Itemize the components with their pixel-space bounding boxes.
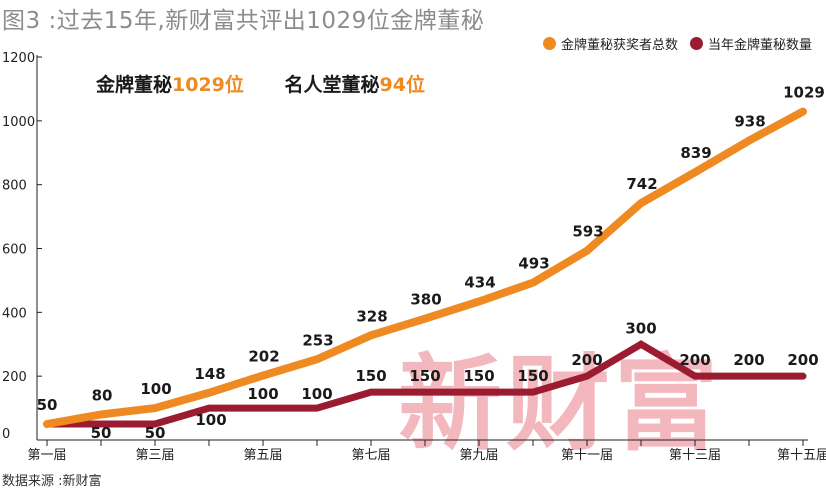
data-label-annual: 100 bbox=[247, 385, 278, 403]
data-label-annual: 150 bbox=[355, 367, 386, 385]
data-label-annual: 300 bbox=[625, 319, 656, 337]
y-tick-label: 1000 bbox=[2, 115, 35, 130]
series-line-total bbox=[43, 107, 807, 429]
data-label-annual: 150 bbox=[409, 367, 440, 385]
legend: 金牌董秘获奖者总数 当年金牌董秘数量 bbox=[531, 34, 812, 53]
data-label-annual: 100 bbox=[195, 411, 226, 429]
gold-label: 金牌董秘 bbox=[96, 74, 173, 96]
data-label-total: 328 bbox=[356, 307, 387, 325]
figure-title: 图3 :过去15年,新财富共评出1029位金牌董秘 bbox=[2, 8, 485, 34]
data-label-total: 839 bbox=[680, 144, 711, 162]
data-label-total: 938 bbox=[734, 113, 765, 131]
x-tick-label: 第十三届 bbox=[669, 448, 721, 463]
data-label-total: 593 bbox=[572, 223, 603, 241]
data-label-total: 80 bbox=[92, 386, 113, 404]
data-label-annual: 50 bbox=[145, 424, 166, 442]
y-tick-label: 600 bbox=[2, 243, 27, 258]
watermark-text: 新财富 bbox=[398, 342, 723, 465]
data-label-total: 100 bbox=[140, 380, 171, 398]
highlight-text: 金牌董秘1029位 名人堂董秘94位 bbox=[96, 70, 425, 97]
data-label-total: 253 bbox=[302, 331, 333, 349]
data-label-total: 434 bbox=[464, 273, 495, 291]
y-tick-label: 400 bbox=[2, 306, 27, 321]
data-label-annual: 100 bbox=[301, 385, 332, 403]
x-tick-label: 第十一届 bbox=[561, 448, 613, 463]
hall-value: 94位 bbox=[379, 74, 425, 96]
x-tick-label: 第七届 bbox=[351, 448, 390, 463]
data-label-total: 148 bbox=[194, 365, 225, 383]
data-label-total: 1029 bbox=[783, 84, 825, 102]
y-tick-label: 0 bbox=[2, 427, 10, 442]
data-label-total: 50 bbox=[37, 396, 58, 414]
data-label-annual: 200 bbox=[679, 351, 710, 369]
hall-label: 名人堂董秘 bbox=[284, 74, 380, 96]
y-tick-label: 1200 bbox=[2, 51, 35, 66]
data-label-annual: 200 bbox=[571, 351, 602, 369]
legend-item-total: 金牌董秘获奖者总数 bbox=[542, 34, 678, 53]
x-tick-label: 第三届 bbox=[135, 448, 174, 463]
gold-value: 1029位 bbox=[172, 74, 244, 96]
x-tick-label: 第十五届 bbox=[777, 448, 826, 463]
y-tick-label: 200 bbox=[2, 370, 27, 385]
legend-label-annual: 当年金牌董秘数量 bbox=[707, 38, 812, 53]
source-note: 数据来源 :新财富 bbox=[2, 474, 102, 489]
legend-dot-orange-icon bbox=[542, 37, 556, 50]
data-label-annual: 200 bbox=[787, 351, 818, 369]
data-label-total: 202 bbox=[248, 348, 279, 366]
legend-item-annual: 当年金牌董秘数量 bbox=[689, 34, 812, 53]
legend-dot-red-icon bbox=[689, 37, 703, 50]
data-label-annual: 50 bbox=[91, 424, 112, 442]
x-tick-label: 第九届 bbox=[459, 448, 498, 463]
data-label-total: 380 bbox=[410, 291, 441, 309]
x-tick-label: 第一届 bbox=[27, 448, 66, 463]
legend-label-total: 金牌董秘获奖者总数 bbox=[560, 38, 678, 53]
data-label-annual: 200 bbox=[733, 351, 764, 369]
x-tick-label: 第五届 bbox=[243, 448, 282, 463]
series-line-annual bbox=[43, 340, 807, 428]
data-label-total: 742 bbox=[626, 175, 657, 193]
y-tick-label: 800 bbox=[2, 179, 27, 194]
data-label-annual: 150 bbox=[463, 367, 494, 385]
data-label-annual: 150 bbox=[517, 367, 548, 385]
data-label-total: 493 bbox=[518, 255, 549, 273]
